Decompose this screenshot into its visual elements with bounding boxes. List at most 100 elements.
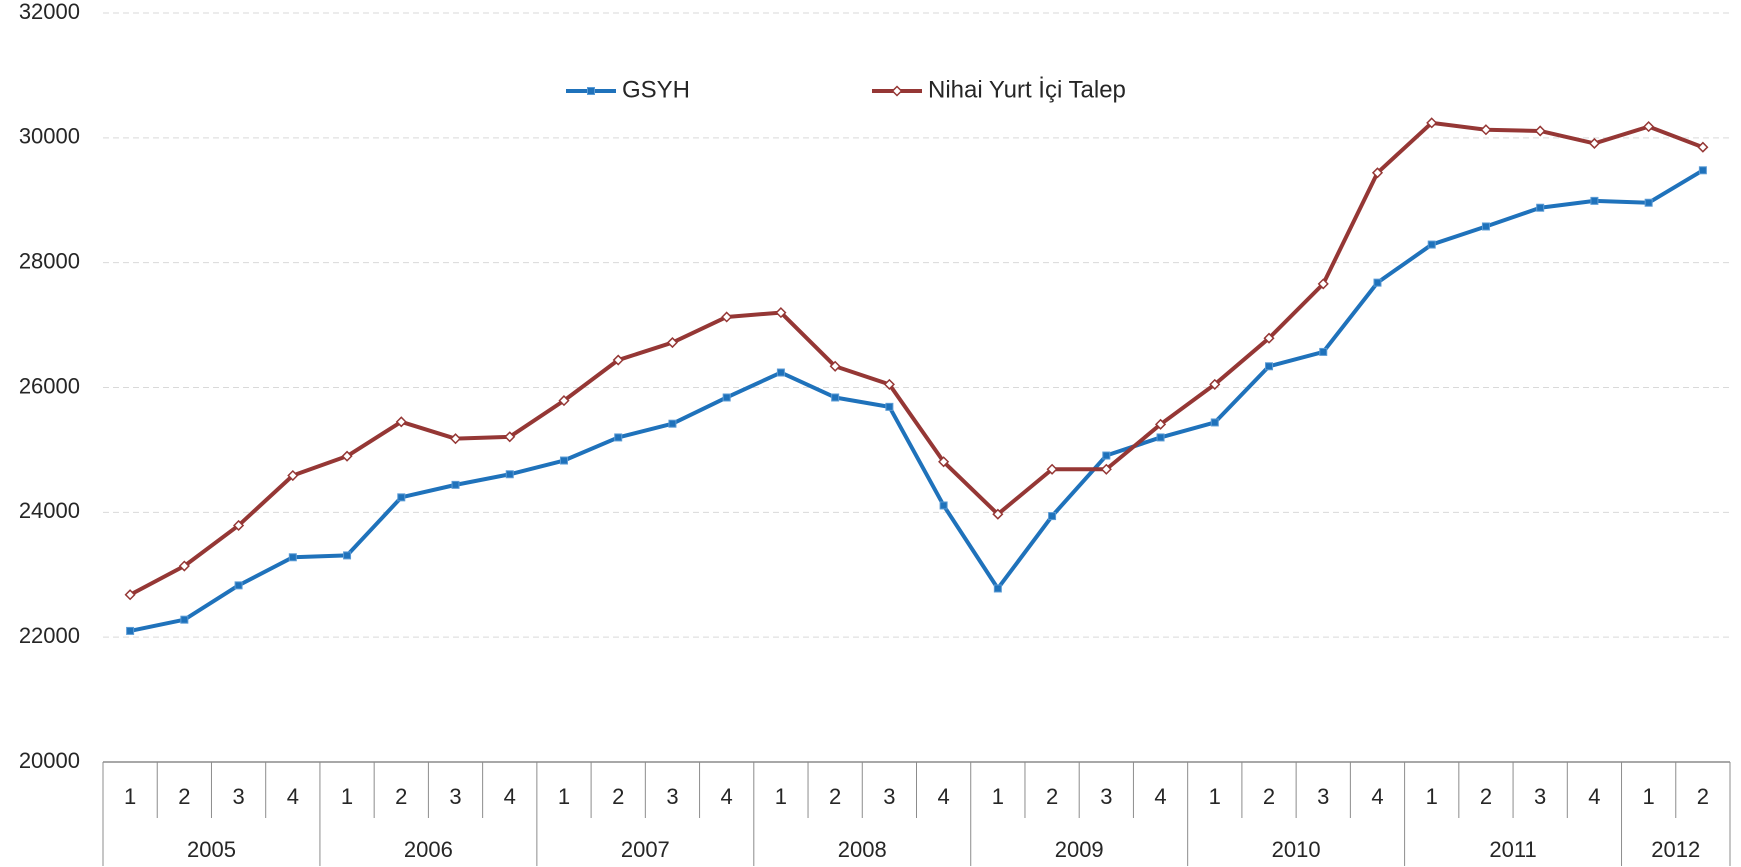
point-marker — [1588, 137, 1600, 150]
x-tick-label: 2 — [395, 784, 407, 809]
point-marker — [1481, 222, 1490, 231]
point-marker — [234, 581, 243, 590]
y-tick-label: 30000 — [19, 124, 80, 149]
x-tick-label: 2 — [612, 784, 624, 809]
x-tick-label: 3 — [232, 784, 244, 809]
x-tick-label: 2 — [1480, 784, 1492, 809]
point-marker — [126, 626, 135, 635]
x-tick-label: 1 — [1643, 784, 1655, 809]
x-tick-label: 3 — [883, 784, 895, 809]
y-tick-label: 28000 — [19, 248, 80, 273]
x-tick-label: 2 — [1697, 784, 1709, 809]
x-tick-label: 1 — [1426, 784, 1438, 809]
x-tick-label: 3 — [1534, 784, 1546, 809]
point-marker — [397, 493, 406, 502]
series-line — [129, 120, 1704, 597]
point-marker — [938, 456, 950, 468]
point-marker — [1317, 278, 1329, 290]
x-group-label: 2006 — [404, 837, 453, 862]
x-group-label: 2012 — [1651, 837, 1700, 862]
legend-label: Nihai Yurt İçi Talep — [928, 76, 1126, 103]
point-marker — [180, 615, 189, 624]
x-tick-label: 3 — [1100, 784, 1112, 809]
x-group-label: 2007 — [621, 837, 670, 862]
x-tick-label: 4 — [287, 784, 299, 809]
point-marker — [1263, 332, 1275, 344]
point-marker — [1265, 362, 1274, 371]
point-marker — [451, 480, 460, 489]
point-marker — [449, 433, 462, 445]
point-marker — [722, 393, 731, 402]
x-tick-label: 2 — [178, 784, 190, 809]
point-marker — [124, 589, 136, 601]
x-tick-label: 1 — [124, 784, 136, 809]
point-marker — [1536, 203, 1545, 212]
point-marker — [1697, 141, 1709, 153]
x-group-label: 2005 — [187, 837, 236, 862]
point-marker — [831, 393, 840, 402]
point-marker — [505, 470, 514, 479]
point-marker — [1643, 121, 1655, 133]
x-tick-label: 1 — [558, 784, 570, 809]
point-marker — [288, 553, 297, 562]
x-tick-label: 1 — [1209, 784, 1221, 809]
x-tick-label: 1 — [775, 784, 787, 809]
point-marker — [395, 416, 407, 428]
point-marker — [1373, 278, 1382, 287]
point-marker — [504, 431, 516, 443]
point-marker — [1534, 125, 1546, 137]
point-marker — [1210, 418, 1219, 427]
point-marker — [1698, 166, 1707, 175]
point-marker — [721, 311, 733, 323]
point-marker — [1156, 433, 1165, 442]
point-marker — [1046, 463, 1058, 475]
y-tick-label: 20000 — [19, 748, 80, 773]
x-tick-label: 4 — [1371, 784, 1383, 809]
point-marker — [343, 551, 352, 560]
point-marker — [1480, 124, 1492, 136]
point-marker — [1319, 347, 1328, 356]
point-marker — [559, 456, 568, 465]
x-tick-label: 4 — [504, 784, 516, 809]
point-marker — [1154, 418, 1167, 430]
x-group-label: 2011 — [1489, 837, 1536, 862]
y-tick-label: 22000 — [19, 623, 80, 648]
y-tick-label: 26000 — [19, 373, 80, 398]
x-tick-label: 4 — [937, 784, 949, 809]
x-tick-label: 2 — [1046, 784, 1058, 809]
point-marker — [776, 368, 785, 377]
point-marker — [178, 560, 190, 572]
x-tick-label: 1 — [992, 784, 1004, 809]
point-marker — [829, 360, 841, 372]
x-group-label: 2008 — [838, 837, 887, 862]
y-tick-label: 24000 — [19, 498, 80, 523]
legend-label: GSYH — [622, 76, 690, 103]
point-marker — [1102, 451, 1111, 460]
point-marker — [1371, 167, 1384, 179]
x-group-label: 2009 — [1055, 837, 1104, 862]
point-marker — [992, 508, 1004, 520]
point-marker — [287, 469, 299, 482]
point-marker — [668, 419, 677, 428]
x-tick-label: 3 — [449, 784, 461, 809]
x-tick-label: 4 — [1154, 784, 1166, 809]
point-marker — [1048, 512, 1057, 521]
point-marker — [883, 378, 895, 390]
point-marker — [587, 87, 595, 95]
x-tick-label: 2 — [829, 784, 841, 809]
point-marker — [341, 450, 353, 462]
point-marker — [1644, 198, 1653, 207]
point-marker — [1590, 196, 1599, 205]
point-marker — [666, 336, 679, 349]
x-tick-label: 3 — [1317, 784, 1329, 809]
point-marker — [1427, 240, 1436, 249]
y-tick-label: 32000 — [19, 0, 80, 24]
point-marker — [233, 519, 245, 532]
point-marker — [1209, 378, 1221, 390]
point-marker — [885, 402, 894, 411]
series-line — [129, 168, 1704, 633]
point-marker — [891, 85, 903, 97]
x-tick-label: 4 — [721, 784, 733, 809]
